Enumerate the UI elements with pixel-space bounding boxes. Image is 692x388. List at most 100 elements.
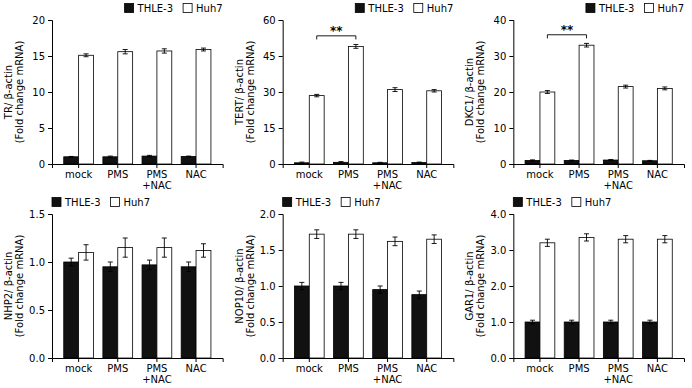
tick-mark (387, 358, 388, 362)
y-tick: 4.0 (490, 209, 513, 220)
text-line: TR/ β-actin (3, 65, 14, 120)
tick-mark (509, 20, 513, 21)
y-tick: 45 (263, 51, 283, 62)
bar (103, 157, 118, 164)
error-bar (162, 238, 167, 257)
panel: 015304560mockPMSPMS+NACNACTERT/ β-actin(… (234, 3, 454, 192)
error-bar (378, 286, 383, 293)
error-bar (147, 260, 152, 270)
y-tick: 40 (494, 15, 514, 26)
x-tick: PMS+NAC (373, 358, 403, 385)
axis-line (509, 215, 514, 359)
tick-mark (48, 56, 52, 57)
text-line: mock (65, 363, 92, 374)
bar (348, 46, 363, 164)
tick-label: 5 (39, 123, 45, 134)
tick-mark (48, 92, 52, 93)
error-bar (569, 160, 574, 162)
tick-mark (309, 358, 310, 362)
x-axis: mockPMSPMS+NACNAC (53, 358, 224, 385)
tick-label: 30 (494, 51, 507, 62)
tick-label: PMS (569, 169, 590, 180)
text-line: mock (65, 169, 92, 180)
y-tick: 0.5 (29, 305, 52, 316)
x-tick: mock (296, 358, 323, 374)
x-axis: mockPMSPMS+NACNAC (283, 164, 454, 191)
tick-label: 20 (32, 15, 45, 26)
bar-series (309, 230, 441, 358)
tick-mark (117, 164, 118, 168)
x-tick: mock (526, 164, 553, 180)
bar (196, 50, 211, 164)
error-bar (432, 235, 437, 244)
y-tick: 1.5 (29, 209, 52, 220)
y-tick: 2.0 (260, 209, 283, 220)
legend-entry: Huh7 (341, 197, 381, 208)
x-axis: mockPMSPMS+NACNAC (514, 358, 685, 385)
legend-label: Huh7 (657, 3, 684, 14)
legend-entry: THLE-3 (586, 3, 635, 14)
tick-mark (48, 358, 52, 359)
error-bar (123, 50, 128, 54)
tick-label: PMS+NAC (373, 169, 403, 191)
bar (334, 286, 349, 358)
tick-label: 20 (494, 87, 507, 98)
bar (373, 290, 388, 358)
text-line: PMS (338, 169, 359, 180)
plot-area (525, 234, 672, 358)
y-tick: 0.5 (260, 317, 283, 328)
tick-mark (279, 250, 283, 251)
y-tick: 20 (494, 87, 514, 98)
tick-label: 1.5 (29, 209, 45, 220)
bar (142, 265, 157, 358)
error-bar (662, 236, 667, 243)
text-line: NOP10/ β-actin (234, 248, 245, 323)
legend-swatch (586, 4, 595, 13)
axis-line (514, 359, 685, 363)
error-bar (608, 160, 613, 161)
legend-swatch (341, 198, 350, 207)
tick-mark (279, 92, 283, 93)
error-bar (84, 54, 89, 57)
text-line: NAC (647, 169, 668, 180)
tick-label: 0 (39, 159, 45, 170)
legend-entry: THLE-3 (125, 3, 173, 14)
error-bar (545, 239, 550, 246)
y-tick: 1.0 (29, 257, 52, 268)
tick-label: 10 (32, 87, 45, 98)
tick-label: 0.0 (260, 353, 276, 364)
plot-area (64, 238, 211, 358)
bar (157, 51, 172, 164)
y-tick: 10 (32, 87, 52, 98)
error-bar (393, 88, 398, 92)
bar (118, 52, 133, 164)
text-line: PMS (608, 363, 629, 374)
tick-label: 15 (32, 51, 45, 62)
legend-label: Huh7 (585, 197, 612, 208)
x-tick: PMS+NAC (603, 164, 633, 191)
tick-mark (48, 262, 52, 263)
axis-line (48, 215, 53, 359)
text-line: (Fold change mRNA) (14, 235, 25, 338)
y-tick: 15 (263, 123, 283, 134)
error-bar (353, 230, 358, 239)
x-tick: NAC (647, 164, 668, 180)
tick-label: 40 (494, 15, 507, 26)
bar (196, 250, 211, 358)
y-tick: 0 (39, 159, 52, 170)
legend-swatch (183, 4, 192, 13)
legend-entry: THLE-3 (283, 197, 332, 208)
y-tick: 3.0 (490, 245, 513, 256)
plot-area (525, 43, 672, 164)
text-line: mock (296, 169, 323, 180)
y-tick: 2.0 (490, 281, 513, 292)
figure: 05101520mockPMSPMS+NACNACTR/ β-actin(Fol… (0, 0, 692, 388)
error-bar (623, 236, 628, 243)
tick-mark (579, 164, 580, 168)
tick-mark (657, 358, 658, 362)
tick-label: mock (65, 169, 92, 180)
error-bar (353, 44, 358, 48)
significance-label: ** (561, 23, 574, 37)
bar (564, 160, 579, 164)
error-bar (378, 162, 383, 164)
